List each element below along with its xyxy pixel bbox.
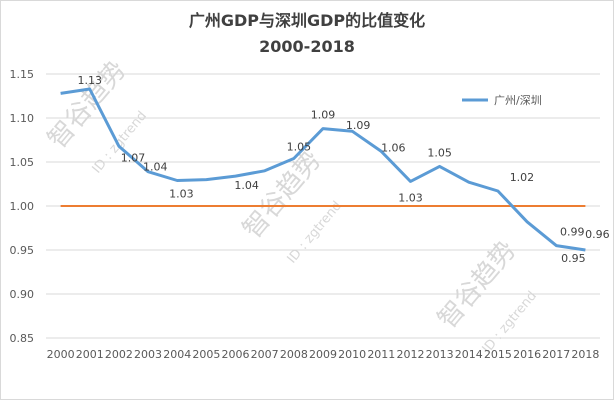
data-label: 1.09	[311, 109, 336, 122]
data-label: 1.03	[398, 191, 423, 204]
legend: 广州/深圳	[462, 94, 542, 107]
y-tick-label: 1.15	[10, 68, 35, 81]
x-tick-label: 2000	[47, 348, 75, 361]
x-tick-label: 2008	[280, 348, 308, 361]
x-tick-label: 2017	[542, 348, 570, 361]
chart-title-line1: 广州GDP与深圳GDP的比值变化	[188, 11, 426, 30]
data-label: 1.06	[381, 141, 406, 154]
y-tick-label: 1.00	[10, 200, 35, 213]
data-label: 1.07	[121, 152, 146, 165]
chart-title-line2: 2000-2018	[259, 37, 355, 56]
x-tick-label: 2003	[134, 348, 162, 361]
data-label: 1.02	[510, 171, 535, 184]
y-axis-ticks: 0.85 0.90 0.95 1.00 1.05 1.10 1.15	[10, 68, 35, 345]
legend-label: 广州/深圳	[494, 94, 542, 107]
watermark-id: ID : zgtrend	[480, 289, 540, 357]
x-tick-label: 2012	[396, 348, 424, 361]
x-tick-label: 2006	[222, 348, 250, 361]
x-tick-label: 2005	[192, 348, 220, 361]
chart-title: 广州GDP与深圳GDP的比值变化 2000-2018	[0, 8, 614, 60]
x-tick-label: 2010	[338, 348, 366, 361]
data-label: 1.13	[77, 74, 102, 87]
x-tick-label: 2011	[367, 348, 395, 361]
y-tick-label: 0.95	[10, 244, 35, 257]
series-line-guangzhou-shenzhen	[60, 87, 586, 252]
x-tick-label: 2004	[163, 348, 191, 361]
data-label: 0.96	[585, 228, 610, 241]
data-label: 0.95	[561, 252, 586, 265]
data-label: 1.09	[346, 119, 371, 132]
y-tick-label: 0.85	[10, 332, 35, 345]
x-tick-label: 2018	[571, 348, 599, 361]
data-label: 1.05	[427, 146, 452, 159]
x-tick-label: 2007	[251, 348, 279, 361]
x-tick-label: 2002	[105, 348, 133, 361]
data-label: 1.03	[169, 188, 194, 201]
x-axis-ticks: 2000 2001 2002 2003 2004 2005 2006 2007 2008 2009…	[47, 348, 600, 361]
x-tick-label: 2013	[426, 348, 454, 361]
series-lines	[60, 87, 586, 252]
data-label: 0.99	[560, 226, 585, 239]
x-tick-label: 2009	[309, 348, 337, 361]
y-tick-label: 1.05	[10, 156, 35, 169]
y-tick-label: 1.10	[10, 112, 35, 125]
watermark-id: ID : zgtrend	[285, 199, 345, 267]
data-labels: 1.131.071.041.031.041.051.091.091.061.03…	[77, 74, 609, 265]
data-label: 1.05	[287, 140, 312, 153]
y-tick-label: 0.90	[10, 288, 35, 301]
data-label: 1.04	[143, 160, 168, 173]
data-label: 1.04	[234, 179, 259, 192]
x-tick-label: 2014	[455, 348, 483, 361]
x-tick-label: 2001	[76, 348, 104, 361]
x-tick-label: 2015	[484, 348, 512, 361]
x-tick-label: 2016	[513, 348, 541, 361]
